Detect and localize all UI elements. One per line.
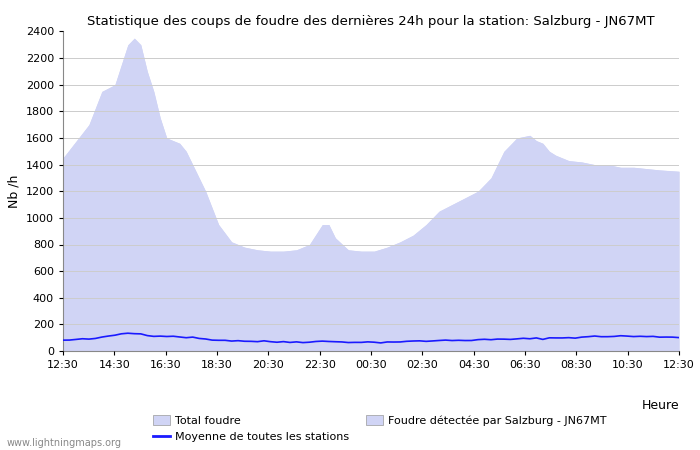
- Text: www.lightningmaps.org: www.lightningmaps.org: [7, 438, 122, 448]
- Y-axis label: Nb /h: Nb /h: [7, 175, 20, 208]
- Title: Statistique des coups de foudre des dernières 24h pour la station: Salzburg - JN: Statistique des coups de foudre des dern…: [88, 14, 654, 27]
- Text: Heure: Heure: [641, 399, 679, 412]
- Legend: Total foudre, Moyenne de toutes les stations, Foudre détectée par Salzburg - JN6: Total foudre, Moyenne de toutes les stat…: [148, 411, 611, 446]
